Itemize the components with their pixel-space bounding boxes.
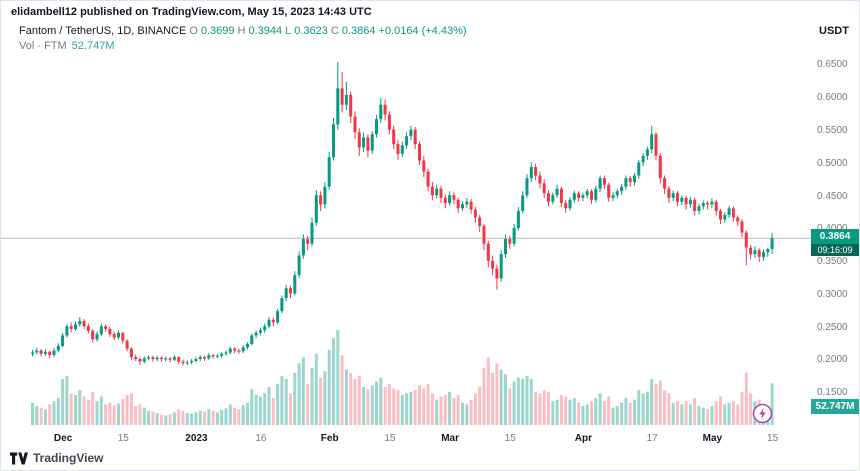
time-tick: 2023 <box>185 433 208 444</box>
attribution-text: elidambell12 published on TradingView.co… <box>11 6 372 18</box>
time-tick: 15 <box>117 433 129 444</box>
price-axis[interactable]: 0.6500 0.6000 0.5500 0.5000 0.4500 0.4000 0.35… <box>817 1 859 431</box>
price-tick: 0.5000 <box>817 157 848 169</box>
change-value: +0.0164 (+4.43%) <box>378 25 467 37</box>
bar-countdown: 09:16:09 <box>811 244 859 257</box>
time-tick: May <box>702 433 723 444</box>
chart-legend: Fantom / TetherUS, 1D, BINANCE O 0.3699 H 0.… <box>19 24 470 54</box>
close-label: C <box>330 25 339 37</box>
brand-name[interactable]: TradingView <box>33 451 104 465</box>
time-tick: Apr <box>574 433 592 444</box>
high-label: H <box>237 25 246 37</box>
boost-icon[interactable] <box>752 403 773 424</box>
price-tick: 0.4500 <box>817 190 848 202</box>
price-tick: 0.6500 <box>817 59 848 71</box>
time-tick: 15 <box>384 433 396 444</box>
last-price-value: 0.3864 <box>811 229 859 245</box>
time-tick: 16 <box>255 433 267 444</box>
price-tick: 0.6000 <box>817 92 848 104</box>
symbol-title[interactable]: Fantom / TetherUS, 1D, BINANCE <box>19 25 187 37</box>
price-tick: 0.2000 <box>817 354 848 366</box>
volume-value: 52.747M <box>71 40 115 52</box>
close-value: 0.3864 <box>341 25 376 37</box>
time-tick: 15 <box>767 433 779 444</box>
time-tick: Feb <box>320 433 339 444</box>
legend-volume-row: Vol · FTM 52.747M <box>19 39 470 54</box>
open-label: O <box>189 25 198 37</box>
price-axis-currency: USDT <box>819 25 849 37</box>
volume-label: Vol · FTM <box>19 40 67 52</box>
volume-badge: 52.747M <box>811 399 859 414</box>
price-tick: 0.3500 <box>817 256 848 268</box>
last-price-badge: 0.3864 09:16:09 <box>811 229 859 257</box>
high-value: 0.3944 <box>248 25 283 37</box>
time-tick: 17 <box>646 433 658 444</box>
price-tick: 0.5500 <box>817 124 848 136</box>
low-value: 0.3623 <box>294 25 328 37</box>
legend-symbol-row: Fantom / TetherUS, 1D, BINANCE O 0.3699 H 0.… <box>19 24 470 39</box>
footer: TradingView <box>10 451 103 465</box>
time-axis[interactable]: Dec 15 2023 16 Feb 15 Mar 15 Apr 17 May 15 <box>1 433 813 447</box>
low-label: L <box>285 25 292 37</box>
tradingview-logo-icon[interactable] <box>10 452 28 465</box>
time-tick: Mar <box>441 433 459 444</box>
price-tick: 0.2500 <box>817 321 848 333</box>
price-tick: 0.1500 <box>817 387 848 399</box>
price-tick: 0.4000 <box>817 223 848 234</box>
price-tick: 0.3000 <box>817 288 848 300</box>
time-tick: 15 <box>504 433 516 444</box>
open-value: 0.3699 <box>200 25 235 37</box>
time-tick: Dec <box>53 433 73 444</box>
